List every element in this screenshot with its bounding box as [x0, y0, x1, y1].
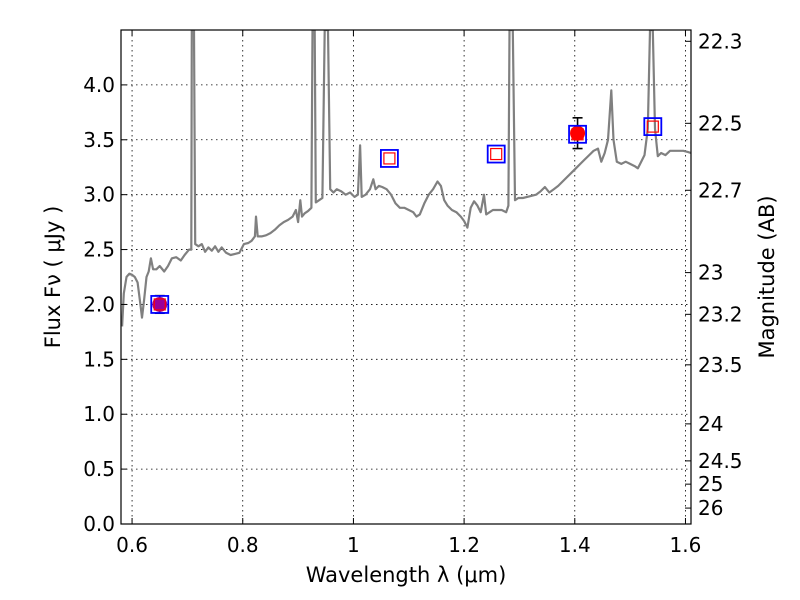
- plot-series: [121, 30, 691, 327]
- y-tick-label: 0.5: [83, 457, 115, 481]
- synthetic-photometry-inner-square: [571, 128, 584, 141]
- y-tick-label: 3.0: [83, 183, 115, 207]
- synthetic-photometry-inner-square: [646, 120, 659, 133]
- magnitude-tick-label: 25: [698, 472, 723, 496]
- y-tick-label: 1.0: [83, 402, 115, 426]
- y-tick-label: 0.0: [83, 512, 115, 536]
- y-tick-label: 3.5: [83, 128, 115, 152]
- synthetic-photometry-inner-square: [153, 298, 166, 311]
- magnitude-tick-label: 24: [698, 412, 723, 436]
- data-markers: [150, 117, 663, 315]
- synthetic-photometry-outer-square: [486, 144, 506, 164]
- axis-ticks: 0.6 0.8 1 1.2 1.4 1.6 0.0 0.5 1.0 1.5 2.0 2.5 3.0 3.5…: [83, 29, 742, 557]
- synthetic-photometry-outer-square: [643, 117, 663, 137]
- synthetic-photometry-outer-square: [150, 295, 170, 314]
- synthetic-photometry-inner-square: [490, 147, 503, 161]
- x-tick-label: 1: [347, 533, 360, 557]
- magnitude-tick-label: 22.3: [698, 29, 743, 53]
- magnitude-tick-label: 26: [698, 496, 723, 520]
- magnitude-tick-label: 23.5: [698, 353, 743, 377]
- y-tick-label: 2.0: [83, 292, 115, 316]
- synthetic-photometry-outer-square: [379, 149, 399, 168]
- y-axis-label: Flux Fν ( μJy ): [41, 206, 65, 349]
- magnitude-tick-label: 22.5: [698, 111, 743, 135]
- x-tick-label: 0.8: [227, 533, 259, 557]
- plot-frame: [120, 29, 692, 525]
- magnitude-tick-label: 23.2: [698, 302, 743, 326]
- magnitude-tick-label: 24.5: [698, 449, 743, 473]
- observed-point: [152, 296, 168, 312]
- x-tick-label: 1.2: [448, 533, 480, 557]
- model-spectrum-line: [121, 30, 691, 327]
- synthetic-photometry-inner-square: [383, 152, 396, 165]
- magnitude-tick-label: 23: [698, 261, 723, 285]
- x-tick-label: 1.6: [670, 533, 702, 557]
- x-axis-label: Wavelength λ (μm): [306, 563, 507, 587]
- y-tick-label: 4.0: [83, 73, 115, 97]
- magnitude-tick-label: 22.7: [698, 178, 743, 202]
- synthetic-photometry-outer-square: [568, 124, 587, 144]
- x-tick-label: 1.4: [559, 533, 591, 557]
- y-tick-label: 2.5: [83, 238, 115, 262]
- y-tick-label: 1.5: [83, 347, 115, 371]
- magnitude-axis-label: Magnitude (AB): [755, 195, 779, 358]
- x-tick-label: 0.6: [116, 533, 148, 557]
